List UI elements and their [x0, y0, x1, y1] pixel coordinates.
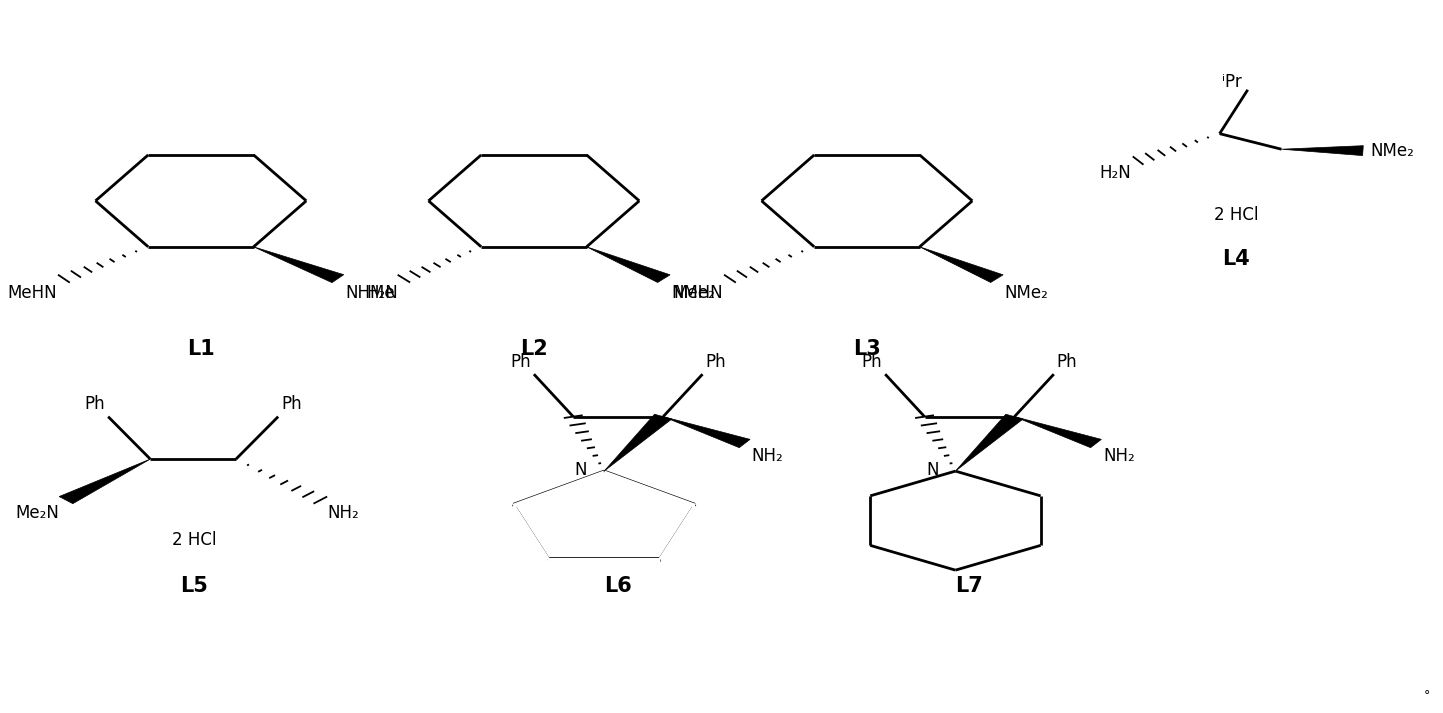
Text: NH₂: NH₂ — [328, 503, 359, 522]
Polygon shape — [605, 414, 672, 471]
Text: NMe₂: NMe₂ — [1369, 142, 1414, 160]
Text: N: N — [574, 461, 587, 478]
Text: L7: L7 — [955, 576, 983, 596]
Text: NH₂: NH₂ — [1102, 447, 1134, 465]
Text: ⁱPr: ⁱPr — [1222, 73, 1242, 91]
Text: °: ° — [1424, 689, 1430, 702]
Text: NHMe: NHMe — [345, 284, 394, 302]
Polygon shape — [919, 247, 1003, 282]
Polygon shape — [59, 459, 150, 503]
Text: N: N — [926, 461, 938, 478]
Polygon shape — [1014, 416, 1101, 448]
Text: NMe₂: NMe₂ — [671, 284, 714, 302]
Text: L6: L6 — [605, 576, 632, 596]
Text: Ph: Ph — [706, 353, 726, 371]
Text: MeHN: MeHN — [674, 284, 723, 302]
Text: NMe₂: NMe₂ — [1004, 284, 1048, 302]
Text: Ph: Ph — [85, 395, 105, 413]
Polygon shape — [254, 247, 343, 282]
Text: NH₂: NH₂ — [752, 447, 784, 465]
Text: MeHN: MeHN — [7, 284, 56, 302]
Text: L4: L4 — [1222, 249, 1250, 269]
Polygon shape — [955, 414, 1023, 471]
Text: Ph: Ph — [861, 353, 882, 371]
Text: Ph: Ph — [1056, 353, 1078, 371]
Text: 2 HCl: 2 HCl — [1214, 206, 1258, 224]
Polygon shape — [1281, 145, 1364, 155]
Text: H₂N: H₂N — [1100, 164, 1131, 182]
Text: L5: L5 — [180, 576, 208, 596]
Text: L1: L1 — [188, 339, 215, 359]
Text: Me₂N: Me₂N — [14, 503, 59, 522]
Text: L3: L3 — [853, 339, 880, 359]
Text: 2 HCl: 2 HCl — [172, 531, 216, 550]
Polygon shape — [587, 247, 670, 282]
Polygon shape — [664, 416, 750, 448]
Text: Ph: Ph — [511, 353, 531, 371]
Text: H₂N: H₂N — [367, 284, 398, 302]
Text: Ph: Ph — [281, 395, 302, 413]
Text: L2: L2 — [519, 339, 548, 359]
